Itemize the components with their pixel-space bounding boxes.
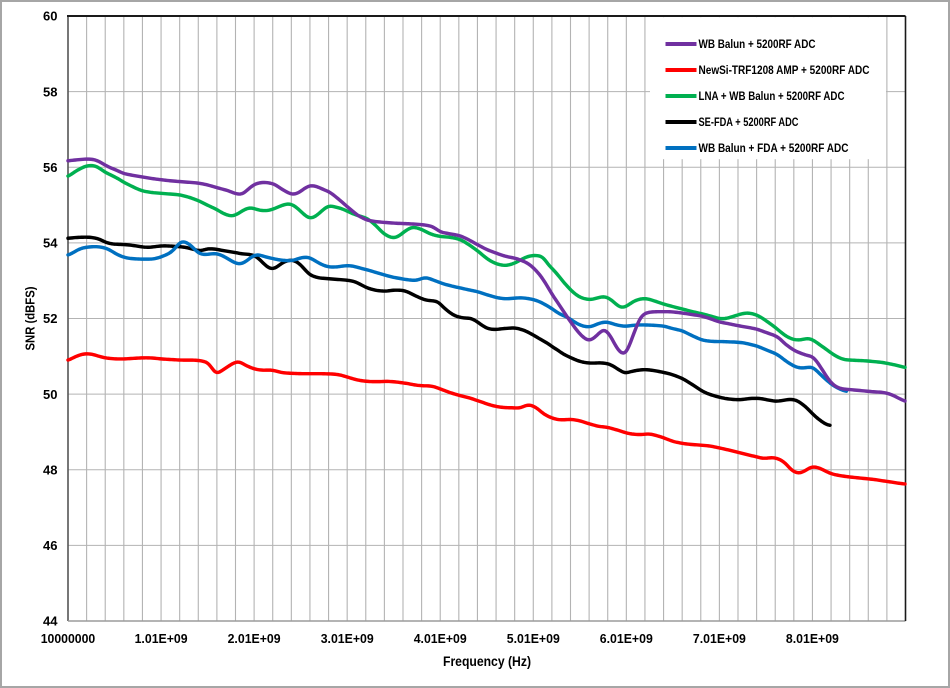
svg-text:6.01E+09: 6.01E+09 bbox=[600, 631, 653, 646]
svg-text:LNA + WB Balun + 5200RF ADC: LNA + WB Balun + 5200RF ADC bbox=[699, 91, 845, 103]
svg-text:NewSi-TRF1208 AMP + 5200RF ADC: NewSi-TRF1208 AMP + 5200RF ADC bbox=[699, 65, 870, 77]
svg-text:SNR (dBFS): SNR (dBFS) bbox=[23, 287, 38, 351]
svg-text:3.01E+09: 3.01E+09 bbox=[321, 631, 374, 646]
svg-text:58: 58 bbox=[43, 84, 57, 99]
svg-text:10000000: 10000000 bbox=[41, 631, 96, 646]
svg-text:54: 54 bbox=[43, 236, 58, 251]
svg-text:8.01E+09: 8.01E+09 bbox=[786, 631, 839, 646]
svg-text:SE-FDA + 5200RF ADC: SE-FDA + 5200RF ADC bbox=[699, 117, 799, 129]
svg-text:1.01E+09: 1.01E+09 bbox=[135, 631, 188, 646]
svg-text:44: 44 bbox=[43, 614, 58, 629]
svg-text:5.01E+09: 5.01E+09 bbox=[507, 631, 560, 646]
svg-text:4.01E+09: 4.01E+09 bbox=[414, 631, 467, 646]
svg-text:Frequency (Hz): Frequency (Hz) bbox=[443, 654, 531, 669]
svg-text:48: 48 bbox=[43, 462, 57, 477]
svg-text:7.01E+09: 7.01E+09 bbox=[693, 631, 746, 646]
svg-text:56: 56 bbox=[43, 160, 57, 175]
svg-text:WB Balun + FDA + 5200RF ADC: WB Balun + FDA + 5200RF ADC bbox=[699, 143, 849, 155]
svg-text:50: 50 bbox=[43, 387, 57, 402]
svg-text:60: 60 bbox=[43, 9, 57, 24]
svg-text:2.01E+09: 2.01E+09 bbox=[228, 631, 281, 646]
svg-text:52: 52 bbox=[43, 311, 57, 326]
svg-text:WB Balun + 5200RF ADC: WB Balun + 5200RF ADC bbox=[699, 39, 816, 51]
svg-text:46: 46 bbox=[43, 538, 57, 553]
